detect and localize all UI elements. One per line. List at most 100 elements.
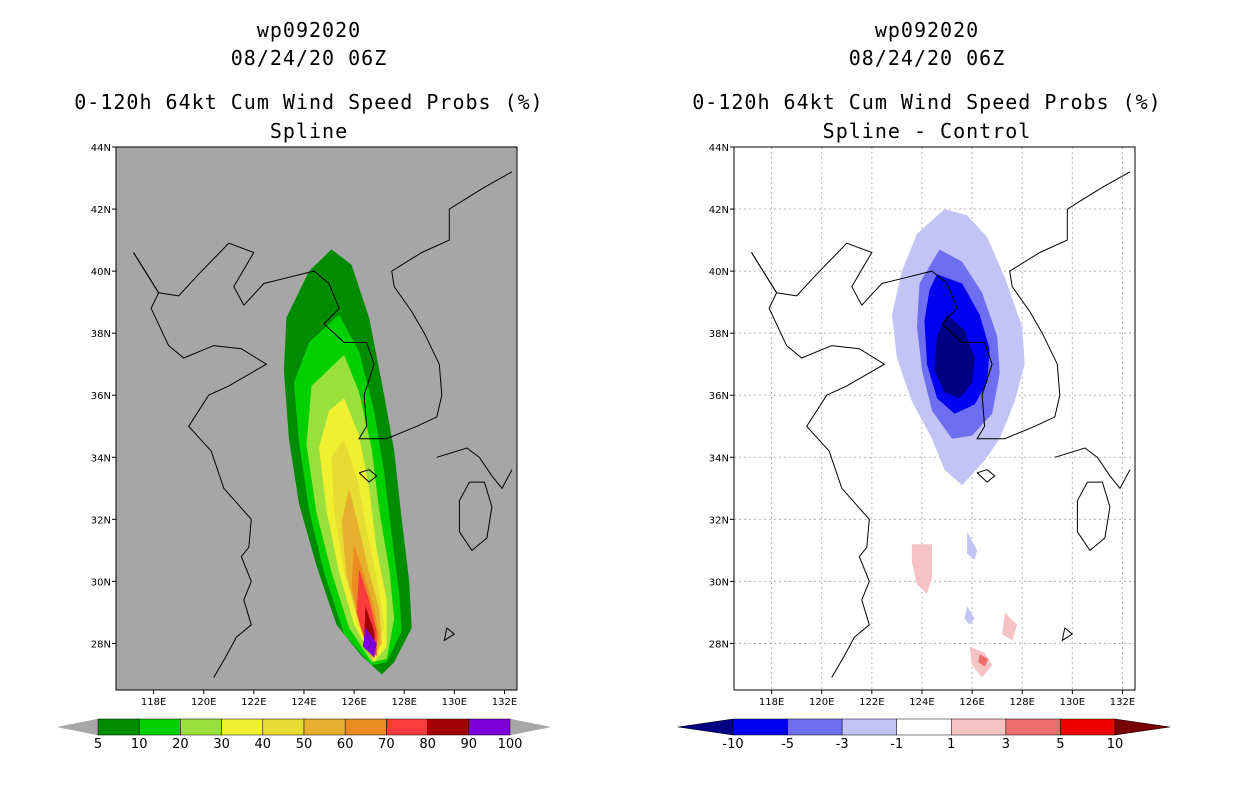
coastline [458, 481, 493, 552]
colorbar-label: -1 [890, 737, 903, 752]
y-tick-label: 32N [709, 515, 729, 526]
y-tick-label: 40N [91, 267, 111, 278]
y-tick-label: 30N [709, 577, 729, 588]
colorbar-label: 5 [94, 737, 102, 752]
colorbar-label: -10 [722, 737, 743, 752]
colorbar-swatch [787, 718, 843, 736]
colorbar-label: 3 [1002, 737, 1010, 752]
x-tick-label: 118E [141, 697, 166, 708]
panel-spline: wp092020 08/24/20 06Z 0-120h 64kt Cum Wi… [57, 18, 551, 752]
x-tick-label: 130E [1060, 697, 1085, 708]
colorbar-under-arrow [57, 718, 99, 736]
colorbar-swatch [951, 718, 1007, 736]
colorbar-swatch [97, 718, 140, 736]
x-tick-label: 122E [859, 697, 884, 708]
x-tick-label: 128E [1010, 697, 1035, 708]
colorbar-label: 60 [337, 737, 354, 752]
chart-subtitle: Spline - Control [822, 119, 1032, 143]
colorbar-swatch [386, 718, 428, 736]
colorbar-label: -3 [836, 737, 849, 752]
x-tick-label: 124E [909, 697, 934, 708]
colorbar-swatch [896, 718, 952, 736]
plot-frame [115, 146, 518, 691]
chart-title: 0-120h 64kt Cum Wind Speed Probs (%) [692, 90, 1162, 114]
chart-title: 0-120h 64kt Cum Wind Speed Probs (%) [74, 90, 544, 114]
colorbar-label: 30 [213, 737, 230, 752]
y-tick-label: 28N [91, 639, 111, 650]
colorbar-swatch [1005, 718, 1061, 736]
coastline [751, 171, 1131, 440]
contour-level-3 [978, 654, 989, 667]
coastline [358, 469, 378, 483]
x-tick-label: 120E [809, 697, 834, 708]
x-tick-label: 132E [492, 697, 517, 708]
x-tick-label: 130E [442, 697, 467, 708]
coastline [133, 171, 513, 440]
contour-level-1 [1002, 612, 1018, 641]
y-tick-label: 38N [709, 329, 729, 340]
coastline [1076, 481, 1111, 552]
coastline [1054, 447, 1131, 490]
colorbar-swatch [841, 718, 897, 736]
coastline [1061, 627, 1074, 642]
colorbar-label: 40 [255, 737, 272, 752]
colorbar-swatch [262, 718, 305, 736]
x-tick-label: 126E [959, 697, 984, 708]
contour-level-neg1 [967, 531, 978, 560]
y-tick-label: 44N [709, 143, 729, 154]
colorbar-label: 70 [378, 737, 395, 752]
y-tick-label: 36N [91, 391, 111, 402]
storm-id: wp092020 [256, 18, 362, 42]
colorbar-label: 80 [419, 737, 436, 752]
colorbar-label: 90 [461, 737, 478, 752]
contour-level-neg1 [964, 606, 975, 625]
colorbar-over-arrow [509, 718, 551, 736]
chart-spline-control: 118E 120E 122E 124E 126E 128E 130E 132E 28N 30N 32… [677, 143, 1171, 752]
storm-id: wp092020 [874, 18, 980, 42]
y-tick-label: 28N [709, 639, 729, 650]
y-tick-label: 40N [709, 267, 729, 278]
colorbar-swatch [427, 718, 470, 736]
contour-level-1 [911, 544, 932, 594]
colorbar-over-arrow [1114, 718, 1171, 736]
colorbar-label: 100 [498, 737, 523, 752]
colorbar-label: 1 [947, 737, 955, 752]
coastline [751, 252, 886, 678]
panel-spline-control: wp092020 08/24/20 06Z 0-120h 64kt Cum Wi… [618, 0, 1236, 800]
y-tick-label: 42N [709, 205, 729, 216]
x-tick-label: 122E [241, 697, 266, 708]
x-tick-label: 124E [291, 697, 316, 708]
chart-subtitle: Spline [269, 119, 349, 143]
x-tick-label: 118E [759, 697, 784, 708]
y-tick-label: 44N [91, 143, 111, 154]
y-tick-label: 38N [91, 329, 111, 340]
colorbar-label: 50 [296, 737, 313, 752]
y-tick-label: 36N [709, 391, 729, 402]
datetime: 08/24/20 06Z [848, 46, 1006, 70]
y-tick-label: 30N [91, 577, 111, 588]
y-tick-label: 34N [91, 453, 111, 464]
colorbar-swatch [1060, 718, 1116, 736]
colorbar-label: 20 [172, 737, 189, 752]
colorbar-under-arrow [677, 718, 734, 736]
colorbar-swatch [138, 718, 181, 736]
colorbar-label: 10 [1107, 737, 1124, 752]
colorbar-label: -5 [781, 737, 794, 752]
y-tick-label: 32N [91, 515, 111, 526]
colorbar-swatch [221, 718, 264, 736]
coastline [443, 627, 456, 642]
colorbar-swatch [303, 718, 346, 736]
colorbar-swatch [732, 718, 788, 736]
contour-level-90 [362, 627, 377, 658]
coastline [976, 469, 996, 483]
x-tick-label: 126E [341, 697, 366, 708]
chart-spline: 118E 120E 122E 124E 126E 128E 130E 132E 28N 30N 32… [57, 143, 551, 752]
coastline [133, 252, 268, 678]
coastline [436, 447, 513, 490]
x-tick-label: 128E [392, 697, 417, 708]
colorbar-swatch [468, 718, 511, 736]
plot-frame [733, 146, 1136, 691]
datetime: 08/24/20 06Z [230, 46, 388, 70]
x-tick-label: 132E [1110, 697, 1135, 708]
y-tick-label: 34N [709, 453, 729, 464]
